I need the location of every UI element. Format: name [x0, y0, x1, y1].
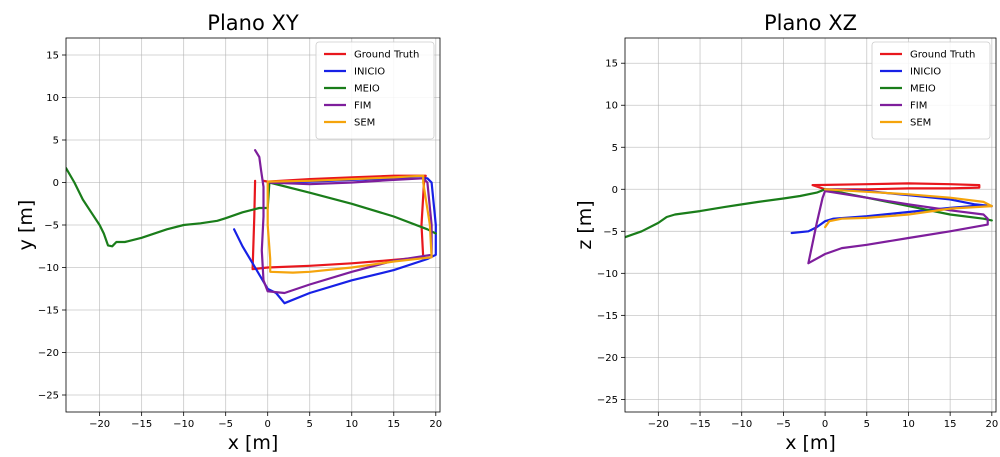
legend-box — [315, 41, 435, 140]
legend: Ground Truth INICIO MEIO FIM SEM — [871, 41, 991, 140]
series-line-sem — [266, 174, 433, 274]
series-line-ground-truth — [811, 182, 981, 191]
series-line-fim — [254, 149, 433, 295]
x-tick-label: −10 — [173, 419, 194, 430]
legend-label: INICIO — [910, 67, 941, 78]
y-tick-label: −5 — [44, 221, 59, 232]
y-tick-label: −25 — [597, 395, 618, 406]
y-tick-label: 10 — [46, 93, 59, 104]
y-tick-label: 10 — [605, 101, 618, 112]
y-tick-label: −20 — [38, 348, 59, 359]
x-tick-label: −15 — [689, 419, 710, 430]
x-tick-label: −10 — [731, 419, 752, 430]
x-tick-label: −5 — [776, 419, 791, 430]
x-tick-label: 15 — [944, 419, 957, 430]
x-tick-label: 10 — [345, 419, 358, 430]
x-tick-label: −20 — [89, 419, 110, 430]
series-line-meio — [66, 167, 437, 248]
legend: Ground Truth INICIO MEIO FIM SEM — [315, 41, 435, 140]
x-tick-label: 10 — [902, 419, 915, 430]
x-axis-label: x [m] — [228, 432, 279, 454]
chart-title: Plano XZ — [764, 11, 857, 35]
legend-box — [871, 41, 991, 140]
x-tick-label: 5 — [864, 419, 870, 430]
legend-label: SEM — [354, 118, 375, 129]
x-tick-label: 20 — [429, 419, 442, 430]
y-tick-label: 0 — [53, 178, 59, 189]
series-line-meio — [625, 188, 993, 239]
y-tick-label: −15 — [38, 306, 59, 317]
x-tick-label: −20 — [648, 419, 669, 430]
series-group — [625, 182, 993, 265]
legend-label: Ground Truth — [354, 50, 419, 61]
series-line-ground-truth — [251, 174, 427, 271]
x-tick-label: 15 — [387, 419, 400, 430]
x-tick-label: 0 — [822, 419, 828, 430]
legend-label: MEIO — [910, 84, 936, 95]
y-tick-label: 5 — [612, 143, 618, 154]
chart-1: −20 −15 −10 −5 0 5 10 15 20 −25 −20 −15 −10 −5 0 5 10 15 P… — [15, 11, 442, 454]
y-tick-label: −10 — [597, 269, 618, 280]
x-tick-label: 0 — [265, 419, 271, 430]
chart-2: −20 −15 −10 −5 0 5 10 15 20 −25 −20 −15 −10 −5 0 5 10 15 P… — [574, 11, 998, 454]
x-axis-label: x [m] — [785, 432, 836, 454]
legend-label: FIM — [354, 101, 371, 112]
x-tick-label: 20 — [985, 419, 998, 430]
y-tick-label: 0 — [612, 185, 618, 196]
x-tick-label: −5 — [218, 419, 233, 430]
series-group — [66, 149, 437, 305]
y-tick-label: 15 — [46, 51, 59, 62]
y-tick-label: −20 — [597, 353, 618, 364]
series-line-fim — [807, 189, 989, 265]
y-axis-label: y [m] — [15, 200, 37, 251]
axes-frame — [624, 37, 997, 413]
legend-label: FIM — [910, 101, 927, 112]
series-line-sem — [823, 188, 993, 229]
y-tick-label: 5 — [53, 136, 59, 147]
legend-label: MEIO — [354, 84, 380, 95]
x-tick-label: −15 — [131, 419, 152, 430]
legend-label: Ground Truth — [910, 50, 975, 61]
x-tick-label: 5 — [307, 419, 313, 430]
y-tick-label: −25 — [38, 391, 59, 402]
chart-title: Plano XY — [207, 11, 299, 35]
legend-label: INICIO — [354, 67, 385, 78]
y-tick-label: 15 — [605, 59, 618, 70]
y-tick-label: −5 — [603, 227, 618, 238]
y-axis-label: z [m] — [574, 200, 596, 249]
y-tick-label: −15 — [597, 311, 618, 322]
legend-label: SEM — [910, 118, 931, 129]
y-tick-label: −10 — [38, 263, 59, 274]
